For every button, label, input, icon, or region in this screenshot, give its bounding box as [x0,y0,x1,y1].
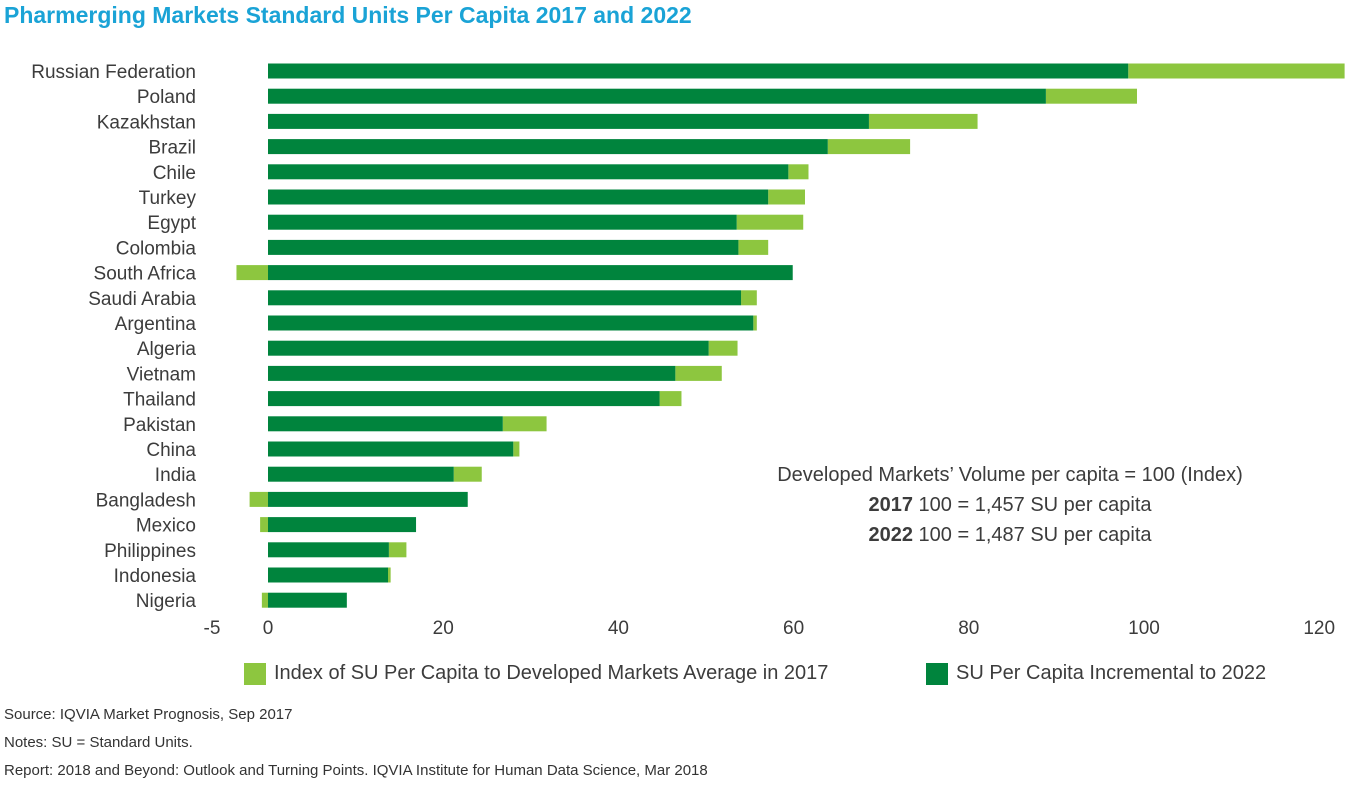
bar-index-2017 [388,542,407,558]
x-tick-label: 40 [608,618,629,639]
bar-incremental-2022 [268,113,869,129]
bar-index-2017 [249,491,268,507]
bar-index-2017 [736,214,804,230]
category-label: Algeria [137,339,197,360]
category-label: Mexico [136,516,196,537]
bar-index-2017 [236,265,268,281]
x-tick-label: -5 [204,618,221,639]
category-label: Poland [137,87,196,108]
bar-incremental-2022 [268,491,468,507]
legend-item-index-2017: Index of SU Per Capita to Developed Mark… [244,662,828,685]
x-tick-label: 20 [433,618,454,639]
bar-index-2017 [827,139,911,155]
bar-index-2017 [708,340,738,356]
bar-index-2017 [1128,63,1345,79]
bar-index-2017 [738,239,769,255]
bar-index-2017 [659,391,682,407]
bar-index-2017 [388,567,391,583]
annotation-year-2022: 2022 [868,524,914,546]
category-label: Brazil [148,138,196,159]
x-tick-label: 80 [958,618,979,639]
category-label: Argentina [115,314,197,335]
category-label: Russian Federation [31,62,196,83]
annotation-year-2017: 2017 [868,494,914,516]
category-label: Kazakhstan [97,112,196,133]
bar-index-2017 [868,113,978,129]
bar-index-2017 [513,441,520,457]
x-tick-label: 120 [1303,618,1335,639]
bar-incremental-2022 [268,63,1129,79]
category-label: China [146,440,196,461]
footnote-report: Report: 2018 and Beyond: Outlook and Tur… [4,762,708,779]
annotation-line-3: 2022 100 = 1,487 SU per capita [700,520,1320,550]
category-label: Egypt [147,213,196,234]
bar-incremental-2022 [268,214,737,230]
category-label: Bangladesh [96,490,196,511]
category-label: Thailand [123,390,196,411]
legend-label: Index of SU Per Capita to Developed Mark… [274,662,829,684]
category-label: India [155,465,197,486]
bar-incremental-2022 [268,164,789,180]
bar-incremental-2022 [268,315,754,331]
category-label: South Africa [94,264,197,285]
bar-incremental-2022 [268,88,1046,104]
bar-incremental-2022 [268,441,514,457]
bar-incremental-2022 [268,139,828,155]
category-label: Indonesia [114,566,197,587]
x-tick-label: 100 [1128,618,1160,639]
annotation-box: Developed Markets’ Volume per capita = 1… [700,460,1320,550]
bar-incremental-2022 [268,567,389,583]
category-label: Turkey [139,188,197,209]
legend: Index of SU Per Capita to Developed Mark… [0,662,1352,692]
category-label: Nigeria [136,591,197,612]
bar-incremental-2022 [268,239,739,255]
bar-incremental-2022 [268,466,454,482]
x-tick-label: 0 [263,618,274,639]
category-label: Vietnam [127,364,196,385]
bar-index-2017 [788,164,809,180]
bar-index-2017 [741,290,757,306]
bar-incremental-2022 [268,340,709,356]
bar-index-2017 [675,365,722,381]
legend-label: SU Per Capita Incremental to 2022 [956,662,1267,684]
legend-item-incremental-2022: SU Per Capita Incremental to 2022 [926,662,1266,685]
annotation-line-1: Developed Markets’ Volume per capita = 1… [777,464,1243,486]
annotation-value-2022: 100 = 1,487 SU per capita [913,524,1152,546]
bar-incremental-2022 [268,290,742,306]
bar-incremental-2022 [268,542,389,558]
bar-index-2017 [453,466,482,482]
footnote-source: Source: IQVIA Market Prognosis, Sep 2017 [4,706,293,723]
legend-swatch-dark-green [926,662,948,685]
category-label: Philippines [104,541,196,562]
footnote-notes: Notes: SU = Standard Units. [4,734,193,751]
bar-index-2017 [261,592,268,608]
category-label: Colombia [116,238,197,259]
bar-incremental-2022 [268,592,347,608]
bar-incremental-2022 [268,365,676,381]
annotation-line-2: 2017 100 = 1,457 SU per capita [700,490,1320,520]
bar-chart: Russian Federation Poland Kazakhstan Brazil… [31,62,1345,639]
bar-index-2017 [1045,88,1137,104]
bar-incremental-2022 [268,265,793,281]
x-tick-label: 60 [783,618,804,639]
bar-incremental-2022 [268,189,769,205]
legend-swatch-light-green [244,662,266,685]
bar-index-2017 [768,189,805,205]
annotation-value-2017: 100 = 1,457 SU per capita [913,494,1152,516]
category-label: Saudi Arabia [88,289,196,310]
chart-title: Pharmerging Markets Standard Units Per C… [4,2,692,28]
category-label: Chile [153,163,196,184]
bar-incremental-2022 [268,517,417,533]
bar-index-2017 [753,315,757,331]
bar-incremental-2022 [268,391,660,407]
bar-index-2017 [502,416,547,432]
bar-index-2017 [260,517,268,533]
bar-incremental-2022 [268,416,503,432]
category-label: Pakistan [123,415,196,436]
